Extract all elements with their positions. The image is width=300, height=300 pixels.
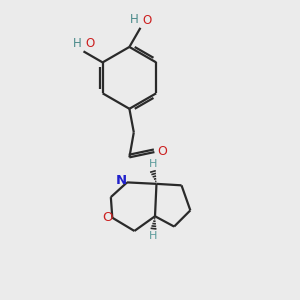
Text: O: O [142,14,152,27]
Text: O: O [102,211,112,224]
Text: N: N [116,174,127,188]
Text: O: O [85,38,94,50]
Text: O: O [157,145,166,158]
Text: H: H [130,13,139,26]
Text: H: H [149,231,158,241]
Text: H: H [149,159,157,169]
Text: H: H [72,37,81,50]
